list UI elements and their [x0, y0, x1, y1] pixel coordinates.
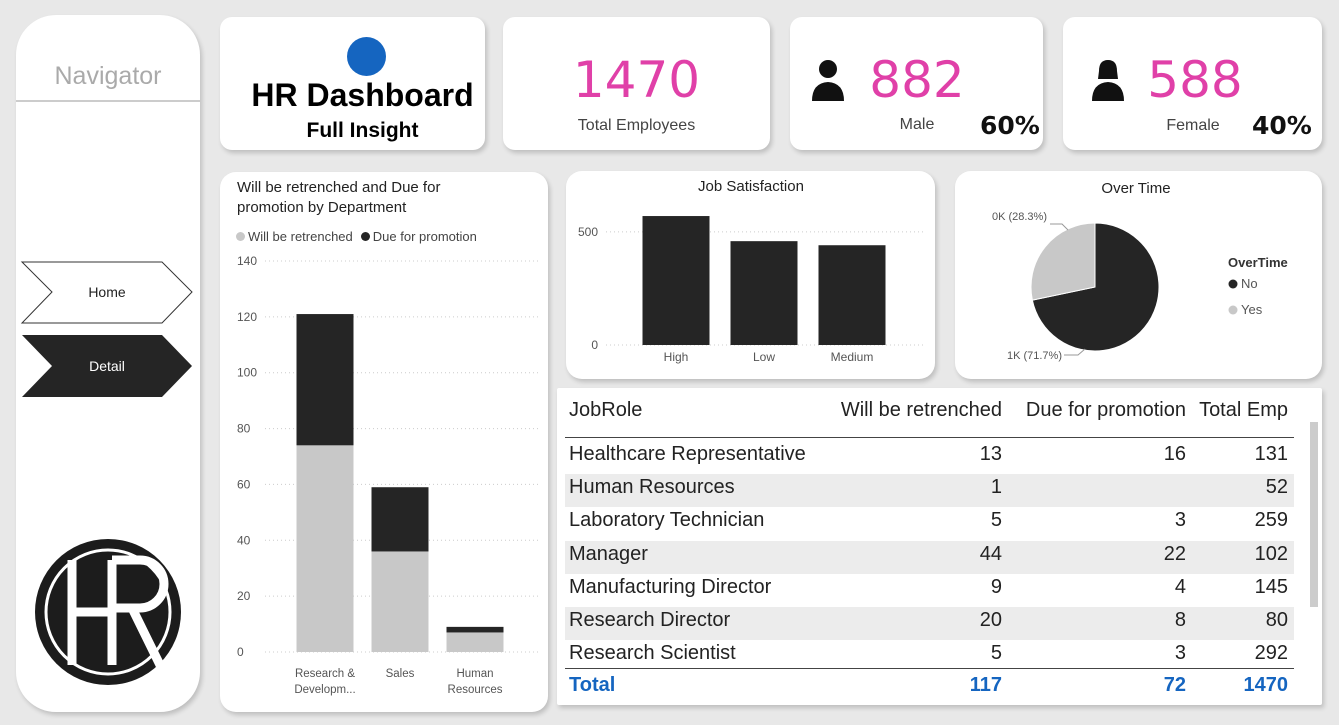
cell: 3: [1174, 509, 1186, 532]
logo-dot: [347, 37, 386, 76]
cell: 1: [990, 476, 1002, 499]
kpi-card: 588 Female 40%: [1063, 17, 1322, 150]
cell: 52: [1265, 476, 1288, 499]
row-label: Healthcare Representative: [569, 443, 806, 465]
row-label: Manufacturing Director: [569, 575, 772, 598]
legend-swatch: [360, 232, 370, 241]
total-cell: Total: [569, 674, 616, 696]
chart-card: [955, 171, 1322, 379]
legend-item: Will be retrenched: [236, 229, 353, 244]
chart-title: Will be retrenched and Due for promotion…: [237, 179, 441, 216]
dashboard-title: HR Dashboard: [251, 77, 474, 113]
cell: 20: [979, 609, 1002, 631]
row-label: Manager: [569, 542, 648, 565]
total-cell: 1470: [1243, 674, 1289, 696]
divider: [16, 100, 200, 102]
row-label: Research Director: [569, 609, 731, 631]
total-cell: 72: [1163, 674, 1186, 696]
cell: 8: [1174, 609, 1186, 631]
kpi-share: 60%: [980, 111, 1040, 140]
column-header: JobRole: [569, 399, 643, 421]
kpi-label: Male: [899, 116, 935, 133]
legend-item: Due for promotion: [360, 229, 477, 244]
legend-swatch: [236, 232, 245, 241]
legend: Will be retrenched Due for promotion: [236, 229, 477, 244]
total-cell: 117: [969, 674, 1002, 696]
chart-card: [220, 172, 548, 712]
cell: 292: [1254, 642, 1288, 665]
kpi-label: Female: [1166, 117, 1220, 134]
kpi-share: 40%: [1252, 111, 1312, 140]
cell: 145: [1254, 575, 1288, 598]
kpi-value: 1470: [572, 51, 701, 109]
navigator-title: Navigator: [54, 62, 162, 90]
row-label: Laboratory Technician: [569, 509, 765, 532]
female-icon: [1092, 60, 1124, 101]
scrollbar-thumb: [1310, 422, 1318, 607]
chart-card: [566, 171, 935, 379]
kpi-value: 882: [869, 51, 965, 109]
column-header: Will be retrenched: [840, 399, 1002, 421]
cell: 3: [1174, 642, 1186, 665]
kpi-card: 1470 Total Employees: [503, 17, 770, 150]
cell: 80: [1265, 609, 1288, 631]
cell: 131: [1254, 443, 1288, 465]
cell: 16: [1163, 443, 1186, 465]
cell: 259: [1254, 509, 1288, 532]
kpi-value: 588: [1147, 51, 1243, 109]
column-header: Total Emp: [1199, 399, 1288, 421]
x-tick-label: Sales: [385, 668, 415, 680]
total-rule: [565, 668, 1294, 669]
cell: 4: [1174, 575, 1186, 598]
cell: 22: [1163, 542, 1186, 565]
cell: 13: [979, 443, 1002, 465]
dashboard-subtitle: Full Insight: [306, 119, 419, 142]
cell: 5: [990, 642, 1002, 665]
kpi-label: Total Employees: [577, 117, 696, 134]
legend-label: Will be retrenched: [248, 229, 353, 244]
row-label: Research Scientist: [569, 642, 736, 665]
nav-item[interactable]: Home: [88, 284, 126, 300]
x-tick-label: Research & Developm...: [294, 668, 356, 696]
column-header: Due for promotion: [1025, 399, 1186, 421]
cell: 102: [1254, 542, 1288, 565]
legend-label: Due for promotion: [372, 229, 477, 244]
row-label: Human Resources: [569, 476, 735, 499]
cell: 9: [990, 575, 1002, 598]
row-band: [565, 474, 1294, 508]
kpi-card: 882 Male 60%: [790, 17, 1043, 150]
row-band: [565, 540, 1294, 574]
header-rule: [565, 437, 1294, 438]
cell: 5: [990, 509, 1002, 532]
x-tick-label: Human Resources: [447, 668, 503, 696]
row-band: [565, 607, 1294, 640]
male-icon: [812, 60, 844, 101]
nav-item[interactable]: Detail: [89, 358, 125, 374]
cell: 44: [979, 542, 1002, 565]
header-card: HR Dashboard Full Insight: [220, 17, 485, 150]
